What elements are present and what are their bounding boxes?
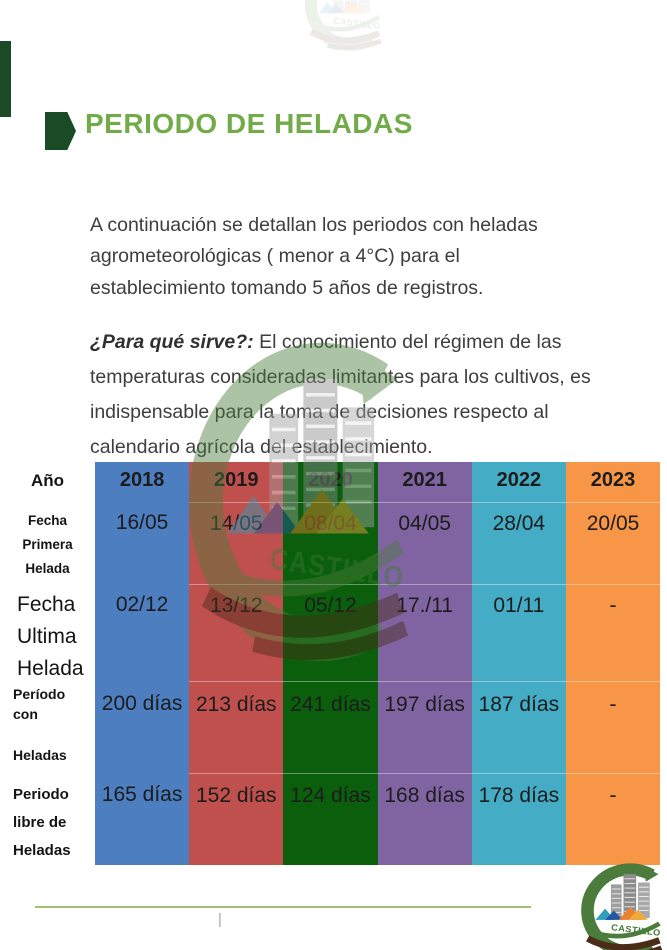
purpose-label: ¿Para qué sirve?:: [90, 330, 254, 353]
year-header-2023: 2023: [565, 462, 661, 502]
table-cell: 05/12: [283, 584, 378, 681]
table-cell: 13/12: [189, 584, 284, 681]
table-cell: 168 días: [377, 773, 472, 865]
table-cell: -: [565, 681, 661, 773]
table-cell: 04/05: [377, 502, 472, 584]
year-header-2022: 2022: [471, 462, 566, 502]
table-cell: 124 días: [283, 773, 378, 865]
castillo-logo-bottom-right: [576, 862, 667, 950]
table-cell: 02/12: [95, 584, 190, 681]
title-bullet-flag-icon: [45, 112, 76, 150]
table-cell: 197 días: [377, 681, 472, 773]
table-cell: 200 días: [95, 681, 190, 773]
table-cell: 152 días: [189, 773, 284, 865]
year-header-2020: 2020: [283, 462, 378, 502]
year-header-2018: 2018: [95, 462, 190, 502]
table-cell: 08/04: [283, 502, 378, 584]
year-header-2021: 2021: [377, 462, 472, 502]
year-header-2019: 2019: [189, 462, 284, 502]
table-cell: 165 días: [95, 773, 190, 865]
row-label-periodo-con-heladas: Período con Heladas: [0, 681, 95, 773]
row-label-ultima-helada: Fecha Ultima Helada: [0, 584, 95, 681]
frost-table: Año 2018 2019 2020 2021 2022 2023 Fecha …: [0, 462, 661, 865]
table-cell: 213 días: [189, 681, 284, 773]
top-left-accent-bar: [0, 41, 11, 117]
purpose-paragraph: ¿Para qué sirve?: El conocimiento del ré…: [90, 325, 625, 465]
row-label-periodo-libre-heladas: Periodo libre de Heladas: [0, 773, 95, 865]
table-cell: 20/05: [565, 502, 661, 584]
table-cell: 28/04: [471, 502, 566, 584]
intro-paragraph: A continuación se detallan los periodos …: [90, 213, 538, 299]
footer-divider-line: [35, 906, 531, 908]
table-cell: 178 días: [471, 773, 566, 865]
table-cell: 241 días: [283, 681, 378, 773]
table-cell: 17./11: [377, 584, 472, 681]
table-cell: 187 días: [471, 681, 566, 773]
row-label-primera-helada: Fecha Primera Helada: [0, 502, 95, 584]
table-cell: 14/05: [189, 502, 284, 584]
castillo-logo-top-faint: [300, 0, 392, 52]
row-label-year: Año: [0, 462, 95, 502]
table-cell: 01/11: [471, 584, 566, 681]
page-title: PERIODO DE HELADAS: [85, 108, 413, 139]
table-cell: -: [565, 584, 661, 681]
table-cell: 16/05: [95, 502, 190, 584]
footer-page-marker: |: [218, 911, 222, 928]
table-cell: -: [565, 773, 661, 865]
